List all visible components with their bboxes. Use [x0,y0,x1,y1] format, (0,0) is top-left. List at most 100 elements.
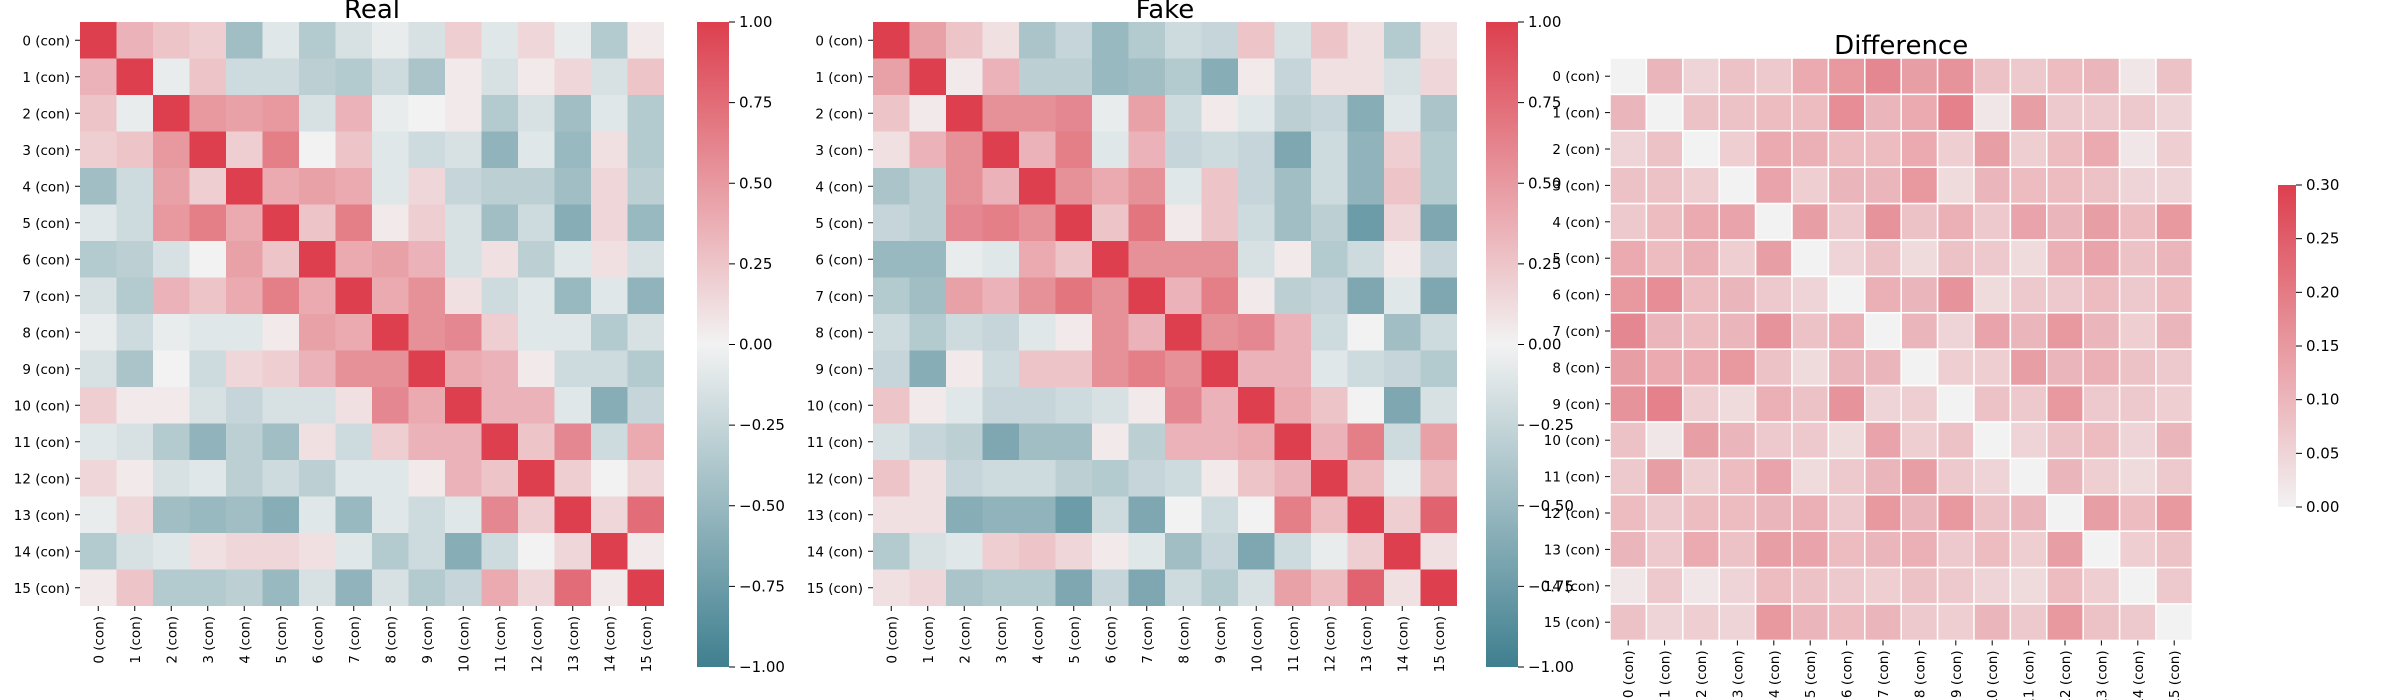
heatmap-cell [481,22,518,59]
heatmap-cell [982,22,1019,59]
heatmap-cell [262,58,299,95]
heatmap-cell [116,350,153,387]
heatmap-cell [518,569,555,606]
heatmap-cell [909,168,946,205]
heatmap-cell [1165,533,1202,570]
x-tick-label: 4 (con) [1767,650,1783,698]
heatmap-cell [591,314,628,351]
heatmap-cell [1900,566,1939,605]
heatmap-cell [408,58,445,95]
heatmap-cell [1019,460,1056,497]
x-tick-label: 4 (con) [1030,616,1046,664]
heatmap-cell [408,533,445,570]
heatmap-cell [1201,423,1238,460]
y-tick-label: 10 (con) [1544,433,1600,449]
x-tick-label: 5 (con) [1067,616,1083,664]
heatmap-cell [2009,275,2048,314]
heatmap-cell [80,533,117,570]
heatmap-cell [1238,569,1275,606]
heatmap-cell [116,569,153,606]
heatmap-cell [2082,57,2121,96]
y-tick-label: 4 (con) [1552,215,1600,231]
heatmap-cell [116,533,153,570]
heatmap-cell [1718,530,1757,569]
heatmap-cell [1311,350,1348,387]
heatmap-cell [189,423,226,460]
heatmap-cell [2046,312,2084,350]
heatmap-cell [1645,457,1684,496]
heatmap-cell [2009,494,2048,532]
heatmap-cell [2155,275,2194,314]
heatmap-cell [189,204,226,241]
heatmap-cell [2155,57,2194,96]
heatmap-cell [335,350,372,387]
heatmap-cell [1718,312,1757,350]
heatmap-cell [518,533,555,570]
heatmap-cell [1055,168,1092,205]
heatmap-cell [481,168,518,205]
heatmap-cell [518,241,555,278]
heatmap-cell [80,168,117,205]
colorbar-tick-label: 0.50 [1528,174,1561,192]
heatmap-cell [627,423,664,460]
heatmap-cell [226,569,263,606]
heatmap-cell [189,460,226,497]
heatmap-cell [591,277,628,314]
heatmap-cell [1791,93,1830,132]
heatmap-cell [627,460,664,497]
x-tick-label: 1 (con) [128,616,144,664]
heatmap-cell [1238,95,1275,132]
heatmap-cell [1791,494,1830,532]
heatmap-cell [481,460,518,497]
colorbar-tick-label: −1.00 [1528,658,1574,676]
heatmap-cell [1754,566,1793,605]
heatmap-cell [189,314,226,351]
heatmap-cell [1128,350,1165,387]
y-tick-label: 10 (con) [807,398,863,414]
heatmap-cell [1609,202,1648,241]
heatmap-cell [1900,275,1939,314]
heatmap-cell [1055,533,1092,570]
heatmap-cell [408,168,445,205]
heatmap-cell [445,241,482,278]
heatmap-cell [627,168,664,205]
heatmap-cell [1936,348,1975,387]
heatmap-cell [1864,239,1902,278]
heatmap-cell [1092,168,1129,205]
heatmap-cell [1201,350,1238,387]
heatmap-cell [1274,533,1311,570]
heatmap-cell [372,496,409,533]
y-tick-label: 15 (con) [1544,615,1600,631]
heatmap-cell [518,387,555,424]
colorbar-tick-label: 0.30 [2306,176,2339,194]
x-tick-label: 2 (con) [1694,650,1710,698]
heatmap-cell [1936,603,1975,642]
heatmap-cell [2118,530,2157,569]
heatmap-cell [226,204,263,241]
heatmap-cell [1718,93,1757,132]
heatmap-cell [518,168,555,205]
heatmap-cell [1682,312,1720,350]
heatmap-cell [909,95,946,132]
heatmap-cell [1055,22,1092,59]
heatmap-cell [299,314,336,351]
heatmap-cell [226,533,263,570]
heatmap-cell [1754,494,1793,532]
x-tick-label: 15 (con) [1432,616,1448,672]
heatmap-cell [946,423,983,460]
heatmap-cell [627,314,664,351]
heatmap-cell [80,460,117,497]
heatmap-cell [554,95,591,132]
heatmap-cell [80,496,117,533]
heatmap-cell [445,387,482,424]
y-tick-label: 13 (con) [807,508,863,524]
heatmap-cell [1347,533,1384,570]
heatmap-cell [1936,57,1975,96]
heatmap-cell [2082,457,2121,496]
colorbar-tick-label: −0.25 [1528,416,1574,434]
heatmap-cell [2046,239,2084,278]
heatmap-cell [554,204,591,241]
colorbar [1486,22,1518,667]
heatmap-cell [2118,603,2157,642]
